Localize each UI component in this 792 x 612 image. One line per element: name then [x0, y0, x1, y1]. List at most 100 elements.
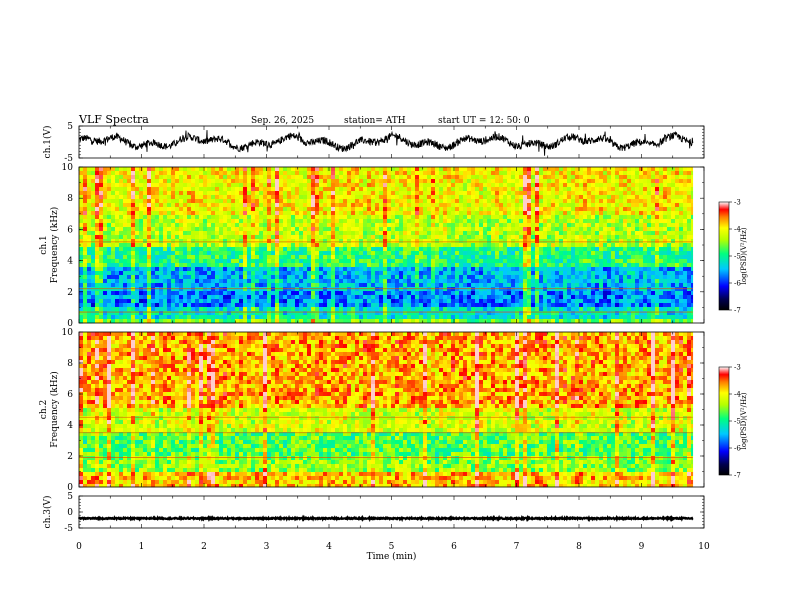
spectrogram-cell: [383, 215, 388, 220]
spectrogram-cell: [131, 303, 136, 308]
spectrogram-cell: [487, 195, 492, 200]
spectrogram-cell: [403, 279, 408, 284]
spectrogram-cell: [479, 287, 484, 292]
spectrogram-cell: [79, 215, 84, 220]
spectrogram-cell: [355, 279, 360, 284]
spectrogram-cell: [523, 311, 528, 316]
spectrogram-cell: [355, 199, 360, 204]
spectrogram-cell: [243, 311, 248, 316]
spectrogram-cell: [467, 167, 472, 172]
spectrogram-cell: [463, 231, 468, 236]
spectrogram-cell: [499, 235, 504, 240]
spectrogram-cell: [291, 179, 296, 184]
spectrogram-cell: [79, 211, 84, 216]
spectrogram-cell: [415, 239, 420, 244]
spectrogram-cell: [195, 279, 200, 284]
spectrogram-cell: [135, 187, 140, 192]
spectrogram-cell: [79, 191, 84, 196]
spectrogram-cell: [171, 191, 176, 196]
spectrogram-cell: [115, 295, 120, 300]
spectrogram-cell: [183, 239, 188, 244]
spectrogram-cell: [191, 195, 196, 200]
spectrogram-cell: [579, 191, 584, 196]
spectrogram-cell: [159, 231, 164, 236]
spectrogram-cell: [411, 287, 416, 292]
spectrogram-cell: [123, 315, 128, 320]
spectrogram-cell: [115, 311, 120, 316]
spectrogram-cell: [195, 179, 200, 184]
spectrogram-cell: [531, 239, 536, 244]
spectrogram-cell: [159, 239, 164, 244]
spectrogram-cell: [123, 211, 128, 216]
spectrogram-cell: [163, 259, 168, 264]
spectrogram-cell: [503, 187, 508, 192]
spectrogram-cell: [375, 199, 380, 204]
spectrogram-cell: [411, 167, 416, 172]
spectrogram-cell: [139, 303, 144, 308]
spectrogram-cell: [375, 275, 380, 280]
spectrogram-cell: [455, 227, 460, 232]
spectrogram-cell: [231, 299, 236, 304]
spectrogram-cell: [279, 263, 284, 268]
spectrogram-cell: [455, 199, 460, 204]
spectrogram-cell: [419, 167, 424, 172]
spectrogram-cell: [479, 319, 484, 324]
spectrogram-cell: [127, 303, 132, 308]
spectrogram-cell: [495, 299, 500, 304]
spectrogram-cell: [87, 215, 92, 220]
spectrogram-cell: [359, 295, 364, 300]
spectrogram-cell: [411, 223, 416, 228]
spectrogram-cell: [515, 319, 520, 324]
spectrogram-cell: [387, 271, 392, 276]
spectrogram-cell: [227, 171, 232, 176]
spectrogram-cell: [535, 231, 540, 236]
spectrogram-cell: [319, 267, 324, 272]
spectrogram-cell: [247, 207, 252, 212]
spectrogram-cell: [451, 307, 456, 312]
spectrogram-cell: [231, 311, 236, 316]
spectrogram-cell: [447, 175, 452, 180]
spectrogram-cell: [307, 211, 312, 216]
spectrogram-cell: [559, 267, 564, 272]
spectrogram-cell: [295, 255, 300, 260]
spectrogram-cell: [207, 311, 212, 316]
spectrogram-cell: [543, 175, 548, 180]
spectrogram-cell: [319, 283, 324, 288]
spectrogram-cell: [279, 307, 284, 312]
spectrogram-cell: [391, 167, 396, 172]
spectrogram-cell: [415, 263, 420, 268]
spectrogram-cell: [227, 203, 232, 208]
spectrogram-cell: [103, 187, 108, 192]
spectrogram-cell: [451, 243, 456, 248]
spectrogram-cell: [123, 267, 128, 272]
spectrogram-cell: [367, 271, 372, 276]
spectrogram-cell: [291, 243, 296, 248]
spectrogram-cell: [235, 291, 240, 296]
spectrogram-cell: [215, 231, 220, 236]
spectrogram-cell: [399, 259, 404, 264]
spectrogram-cell: [511, 239, 516, 244]
spectrogram-cell: [363, 251, 368, 256]
spectrogram-cell: [355, 307, 360, 312]
spectrogram-cell: [279, 187, 284, 192]
spectrogram-cell: [79, 207, 84, 212]
spectrogram-cell: [343, 175, 348, 180]
spectrogram-cell: [439, 235, 444, 240]
spectrogram-cell: [211, 267, 216, 272]
spectrogram-cell: [363, 291, 368, 296]
spectrogram-cell: [87, 175, 92, 180]
spectrogram-cell: [223, 231, 228, 236]
spectrogram-cell: [567, 167, 572, 172]
spectrogram-cell: [375, 187, 380, 192]
spectrogram-cell: [535, 219, 540, 224]
spectrogram-cell: [559, 307, 564, 312]
spectrogram-cell: [203, 207, 208, 212]
spectrogram-cell: [467, 183, 472, 188]
spectrogram-cell: [499, 191, 504, 196]
spectrogram-cell: [311, 203, 316, 208]
spectrogram-cell: [159, 219, 164, 224]
spectrogram-cell: [255, 299, 260, 304]
spectrogram-cell: [395, 239, 400, 244]
spectrogram-cell: [555, 315, 560, 320]
spectrogram-cell: [307, 315, 312, 320]
